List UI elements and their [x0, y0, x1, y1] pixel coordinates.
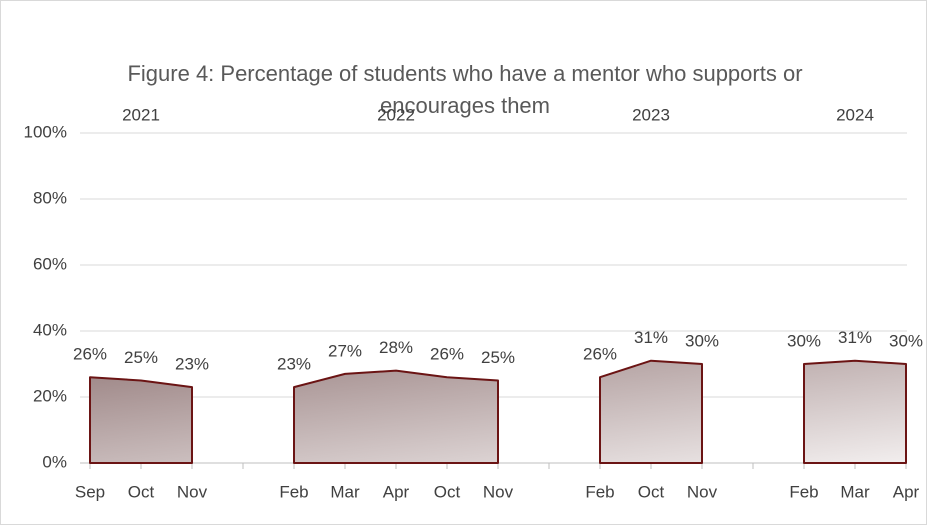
x-tick-label: Oct — [128, 482, 155, 501]
area — [89, 359, 907, 464]
x-tick-label: Mar — [330, 482, 360, 501]
y-tick-label: 20% — [33, 386, 67, 405]
x-tick-label: Nov — [177, 482, 208, 501]
x-tick-label: Feb — [279, 482, 308, 501]
y-tick-label: 0% — [42, 452, 67, 471]
data-label: 26% — [73, 345, 107, 364]
data-label: 28% — [379, 338, 413, 357]
data-label: 26% — [583, 345, 617, 364]
data-label: 31% — [838, 328, 872, 347]
data-label: 30% — [889, 331, 923, 350]
data-label: 26% — [430, 345, 464, 364]
chart-title: Figure 4: Percentage of students who hav… — [127, 61, 803, 118]
data-label: 30% — [685, 331, 719, 350]
y-tick-label: 100% — [24, 122, 67, 141]
group-label: 2022 — [377, 105, 415, 124]
data-label: 25% — [481, 348, 515, 367]
x-tick-label: Mar — [840, 482, 870, 501]
x-tick-label: Nov — [687, 482, 718, 501]
group-label: 2024 — [836, 105, 874, 124]
x-tick-label: Oct — [638, 482, 665, 501]
x-tick-label: Feb — [789, 482, 818, 501]
x-tick-label: Nov — [483, 482, 514, 501]
group-label: 2023 — [632, 105, 670, 124]
x-tick-label: Sep — [75, 482, 105, 501]
data-label: 30% — [787, 331, 821, 350]
y-tick-label: 60% — [33, 254, 67, 273]
group-label: 2021 — [122, 105, 160, 124]
x-tick-label: Apr — [383, 482, 410, 501]
x-tick-label: Apr — [893, 482, 920, 501]
data-label: 23% — [277, 355, 311, 374]
y-tick-label: 80% — [33, 188, 67, 207]
data-label: 25% — [124, 348, 158, 367]
x-tick-label: Oct — [434, 482, 461, 501]
x-tick-label: Feb — [585, 482, 614, 501]
data-label: 31% — [634, 328, 668, 347]
data-label: 27% — [328, 341, 362, 360]
y-tick-label: 40% — [33, 320, 67, 339]
data-label: 23% — [175, 355, 209, 374]
